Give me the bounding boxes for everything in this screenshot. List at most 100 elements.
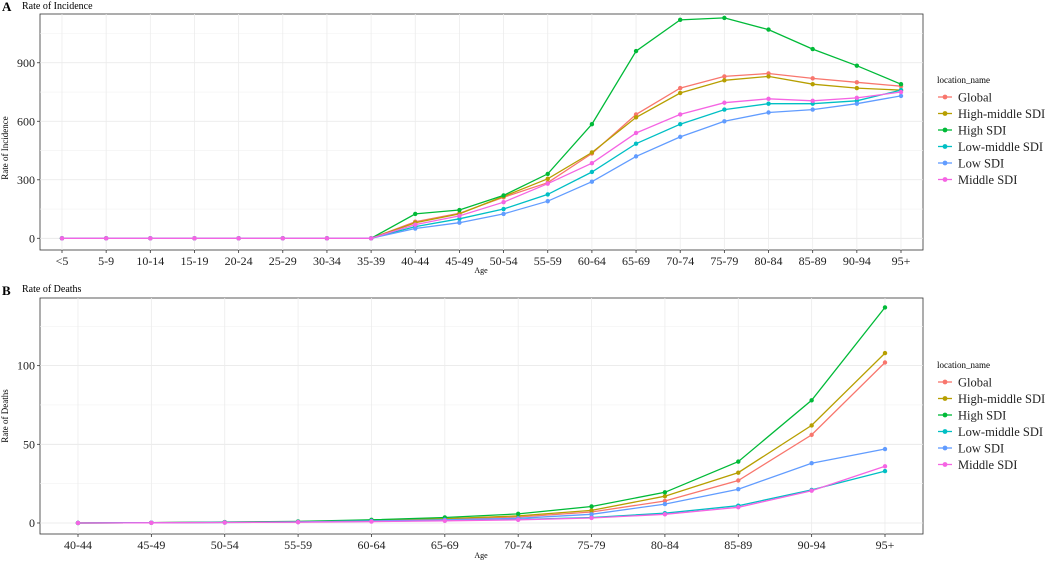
panel-b-title: Rate of Deaths xyxy=(22,284,82,295)
data-point-high-sdi xyxy=(413,211,418,217)
data-point-high-sdi xyxy=(662,490,668,495)
data-point-middle-sdi xyxy=(810,98,815,103)
x-tick-label: 80-84 xyxy=(651,538,679,552)
data-point-high-sdi xyxy=(678,17,683,23)
legend-swatch-point xyxy=(942,111,948,116)
data-point-middle-sdi xyxy=(766,96,771,102)
data-point-high-middle-sdi xyxy=(766,74,771,79)
data-point-low-sdi xyxy=(457,220,462,225)
y-tick-label: 900 xyxy=(17,56,35,70)
data-point-middle-sdi xyxy=(736,505,741,510)
legend-swatch-point xyxy=(942,177,948,182)
panel-a-title: Rate of Incidence xyxy=(22,1,93,12)
x-tick-label: 85-89 xyxy=(724,538,752,552)
panel-b-x-ticks: 40-44 45-49 50-54 55-59 60-64 65-69 70-74 75-79… xyxy=(64,534,895,552)
panel-b-legend-title: location_name xyxy=(937,360,990,370)
x-tick-label: 90-94 xyxy=(843,254,871,268)
x-tick-label: 15-19 xyxy=(180,254,208,268)
data-point-middle-sdi xyxy=(854,95,860,101)
legend-label: High-middle SDI xyxy=(958,107,1045,121)
data-point-low-sdi xyxy=(809,461,814,466)
data-point-high-middle-sdi xyxy=(633,115,639,120)
data-point-low-sdi xyxy=(766,110,771,115)
y-tick-label: 600 xyxy=(17,114,35,128)
x-tick-label: 5-9 xyxy=(98,254,114,268)
data-point-middle-sdi xyxy=(236,236,241,241)
panel-b-x-axis-label: Age xyxy=(474,551,488,560)
x-tick-label: 50-54 xyxy=(211,538,239,552)
data-point-low-sdi xyxy=(545,199,550,204)
x-tick-label: 50-54 xyxy=(490,254,518,268)
panel-a-plot-area xyxy=(39,13,924,251)
panel-a-legend: location_name Global High-middle SDI High … xyxy=(937,75,1045,187)
data-point-low-sdi xyxy=(662,501,668,507)
data-point-global xyxy=(662,498,668,504)
panel-a-x-ticks: <5 5-9 10-14 15-19 20-24 25-29 30-34 35-39 40-44… xyxy=(56,250,911,268)
panel-b-tag: B xyxy=(2,283,11,298)
data-point-global xyxy=(854,80,860,85)
data-point-global xyxy=(736,478,741,483)
panel-a-series xyxy=(59,15,904,241)
x-tick-label: 25-29 xyxy=(269,254,297,268)
legend-label: High SDI xyxy=(958,124,1006,138)
panel-b-y-ticks: 0 50 100 xyxy=(17,359,40,530)
x-tick-label: 40-44 xyxy=(64,538,92,552)
x-tick-label: 20-24 xyxy=(225,254,253,268)
data-point-high-middle-sdi xyxy=(736,470,741,475)
x-tick-label: 75-79 xyxy=(710,254,738,268)
x-tick-label: 80-84 xyxy=(755,254,783,268)
x-tick-label: 95+ xyxy=(892,254,911,268)
x-tick-label: 10-14 xyxy=(136,254,164,268)
data-point-low-sdi xyxy=(882,446,888,452)
legend-swatch-point xyxy=(942,144,948,149)
data-point-high-sdi xyxy=(882,305,888,310)
legend-swatch-point xyxy=(942,429,948,434)
legend-label: Low-middle SDI xyxy=(958,140,1043,154)
data-point-low-sdi xyxy=(589,512,594,517)
data-point-low-middle-sdi xyxy=(722,107,727,112)
data-point-middle-sdi xyxy=(103,236,109,241)
data-point-high-sdi xyxy=(854,63,860,68)
legend-swatch-point xyxy=(942,396,948,401)
data-point-low-middle-sdi xyxy=(545,192,550,197)
data-point-high-sdi xyxy=(736,459,741,464)
x-tick-label: 60-64 xyxy=(357,538,385,552)
legend-swatch-point xyxy=(942,445,948,451)
legend-label: Global xyxy=(958,376,993,390)
panel-b-legend: location_name Global High-middle SDI High … xyxy=(937,360,1045,472)
legend-label: High-middle SDI xyxy=(958,392,1045,406)
data-point-high-middle-sdi xyxy=(662,494,668,499)
panel-a-x-axis-label: Age xyxy=(474,266,488,275)
data-point-low-middle-sdi xyxy=(882,468,888,474)
data-point-middle-sdi xyxy=(324,236,330,241)
data-point-global xyxy=(809,432,814,438)
panel-a-grid xyxy=(40,14,923,250)
data-point-low-sdi xyxy=(589,179,595,184)
data-point-low-sdi xyxy=(810,107,815,112)
panel-a-y-ticks: 0 300 600 900 xyxy=(17,56,40,245)
data-point-middle-sdi xyxy=(545,181,550,186)
x-tick-label: 95+ xyxy=(876,538,895,552)
y-tick-label: 0 xyxy=(29,231,35,245)
data-point-low-middle-sdi xyxy=(501,206,506,212)
data-point-high-middle-sdi xyxy=(810,82,815,87)
data-point-middle-sdi xyxy=(809,488,814,493)
legend-label: Middle SDI xyxy=(958,173,1017,187)
data-point-high-middle-sdi xyxy=(545,176,550,182)
panel-b-y-axis-label: Rate of Deaths xyxy=(0,389,10,443)
data-point-middle-sdi xyxy=(882,464,888,469)
data-point-middle-sdi xyxy=(457,213,462,219)
panel-b-series xyxy=(75,305,888,526)
data-point-middle-sdi xyxy=(633,130,639,136)
x-tick-label: 45-49 xyxy=(445,254,473,268)
data-point-middle-sdi xyxy=(75,520,81,526)
data-point-high-sdi xyxy=(766,27,771,32)
y-tick-label: 0 xyxy=(29,516,35,530)
data-point-high-sdi xyxy=(501,193,506,198)
data-point-middle-sdi xyxy=(149,520,154,526)
x-tick-label: 70-74 xyxy=(666,254,694,268)
data-point-middle-sdi xyxy=(589,161,595,166)
data-point-high-middle-sdi xyxy=(854,85,860,91)
x-tick-label: 55-59 xyxy=(284,538,312,552)
panel-a-y-axis-label: Rate of Incidence xyxy=(0,116,10,179)
